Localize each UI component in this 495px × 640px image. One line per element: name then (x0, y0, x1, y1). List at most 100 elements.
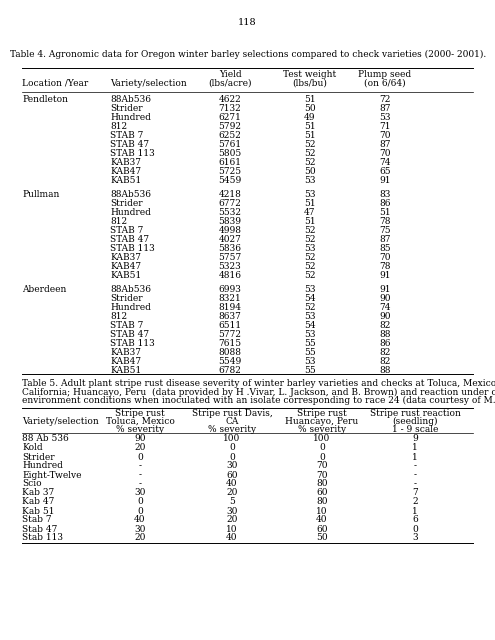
Text: 6: 6 (412, 515, 418, 525)
Text: 50: 50 (304, 104, 316, 113)
Text: 51: 51 (379, 208, 391, 217)
Text: 52: 52 (304, 253, 316, 262)
Text: -: - (413, 479, 416, 488)
Text: STAB 113: STAB 113 (110, 339, 155, 348)
Text: 80: 80 (316, 497, 328, 506)
Text: 0: 0 (137, 506, 143, 515)
Text: Test weight: Test weight (283, 70, 337, 79)
Text: 8321: 8321 (219, 294, 242, 303)
Text: 4622: 4622 (219, 95, 242, 104)
Text: 5549: 5549 (218, 357, 242, 366)
Text: 90: 90 (379, 312, 391, 321)
Text: 8088: 8088 (218, 348, 242, 357)
Text: -: - (139, 461, 142, 470)
Text: 30: 30 (134, 525, 146, 534)
Text: 30: 30 (226, 506, 238, 515)
Text: 70: 70 (379, 149, 391, 158)
Text: 55: 55 (304, 348, 316, 357)
Text: (lbs/bu): (lbs/bu) (293, 79, 327, 88)
Text: % severity: % severity (208, 424, 256, 433)
Text: STAB 47: STAB 47 (110, 140, 149, 149)
Text: 5761: 5761 (218, 140, 242, 149)
Text: 83: 83 (379, 190, 391, 199)
Text: 5839: 5839 (218, 217, 242, 226)
Text: -: - (139, 470, 142, 479)
Text: 4027: 4027 (219, 235, 242, 244)
Text: 52: 52 (304, 226, 316, 235)
Text: 40: 40 (226, 479, 238, 488)
Text: 812: 812 (110, 312, 127, 321)
Text: 53: 53 (304, 357, 316, 366)
Text: Hundred: Hundred (110, 208, 151, 217)
Text: 53: 53 (304, 312, 316, 321)
Text: Pullman: Pullman (22, 190, 59, 199)
Text: 53: 53 (304, 176, 316, 185)
Text: 60: 60 (226, 470, 238, 479)
Text: 10: 10 (226, 525, 238, 534)
Text: Eight-Twelve: Eight-Twelve (22, 470, 82, 479)
Text: 6993: 6993 (219, 285, 242, 294)
Text: 5725: 5725 (218, 167, 242, 176)
Text: 50: 50 (316, 534, 328, 543)
Text: 80: 80 (316, 479, 328, 488)
Text: 4218: 4218 (219, 190, 242, 199)
Text: 91: 91 (379, 271, 391, 280)
Text: 10: 10 (316, 506, 328, 515)
Text: Table 5. Adult plant stripe rust disease severity of winter barley varieties and: Table 5. Adult plant stripe rust disease… (22, 379, 495, 388)
Text: Hundred: Hundred (110, 303, 151, 312)
Text: Strider: Strider (22, 452, 54, 461)
Text: 0: 0 (137, 452, 143, 461)
Text: CA: CA (225, 417, 239, 426)
Text: 52: 52 (304, 140, 316, 149)
Text: (on 6/64): (on 6/64) (364, 79, 406, 88)
Text: 88: 88 (379, 366, 391, 375)
Text: California; Huancayo, Peru  (data provided by H .Vivar, L. Jackson, and B. Brown: California; Huancayo, Peru (data provide… (22, 387, 495, 397)
Text: 1: 1 (412, 506, 418, 515)
Text: Stripe rust: Stripe rust (115, 410, 165, 419)
Text: 87: 87 (379, 104, 391, 113)
Text: 20: 20 (226, 488, 238, 497)
Text: % severity: % severity (116, 424, 164, 433)
Text: 1: 1 (412, 452, 418, 461)
Text: 71: 71 (379, 122, 391, 131)
Text: 7615: 7615 (218, 339, 242, 348)
Text: 53: 53 (304, 244, 316, 253)
Text: 60: 60 (316, 525, 328, 534)
Text: Yield: Yield (219, 70, 241, 79)
Text: 52: 52 (304, 158, 316, 167)
Text: 88 Ab 536: 88 Ab 536 (22, 435, 69, 444)
Text: 52: 52 (304, 262, 316, 271)
Text: 91: 91 (379, 176, 391, 185)
Text: 52: 52 (304, 303, 316, 312)
Text: 5323: 5323 (219, 262, 242, 271)
Text: KAB51: KAB51 (110, 271, 141, 280)
Text: 40: 40 (226, 534, 238, 543)
Text: 100: 100 (313, 435, 331, 444)
Text: 40: 40 (316, 515, 328, 525)
Text: 812: 812 (110, 217, 127, 226)
Text: 100: 100 (223, 435, 241, 444)
Text: 55: 55 (304, 339, 316, 348)
Text: Stripe rust Davis,: Stripe rust Davis, (192, 410, 272, 419)
Text: 88Ab536: 88Ab536 (110, 285, 151, 294)
Text: Strider: Strider (110, 104, 143, 113)
Text: 5757: 5757 (218, 253, 242, 262)
Text: 52: 52 (304, 271, 316, 280)
Text: 51: 51 (304, 131, 316, 140)
Text: 6782: 6782 (219, 366, 242, 375)
Text: 9: 9 (412, 435, 418, 444)
Text: 0: 0 (229, 444, 235, 452)
Text: 1: 1 (412, 444, 418, 452)
Text: 82: 82 (379, 321, 391, 330)
Text: Stripe rust reaction: Stripe rust reaction (370, 410, 460, 419)
Text: 74: 74 (379, 158, 391, 167)
Text: 54: 54 (304, 294, 316, 303)
Text: 90: 90 (134, 435, 146, 444)
Text: 6772: 6772 (219, 199, 242, 208)
Text: 51: 51 (304, 217, 316, 226)
Text: 86: 86 (379, 339, 391, 348)
Text: KAB47: KAB47 (110, 357, 141, 366)
Text: 8194: 8194 (218, 303, 242, 312)
Text: 0: 0 (319, 444, 325, 452)
Text: 5836: 5836 (218, 244, 242, 253)
